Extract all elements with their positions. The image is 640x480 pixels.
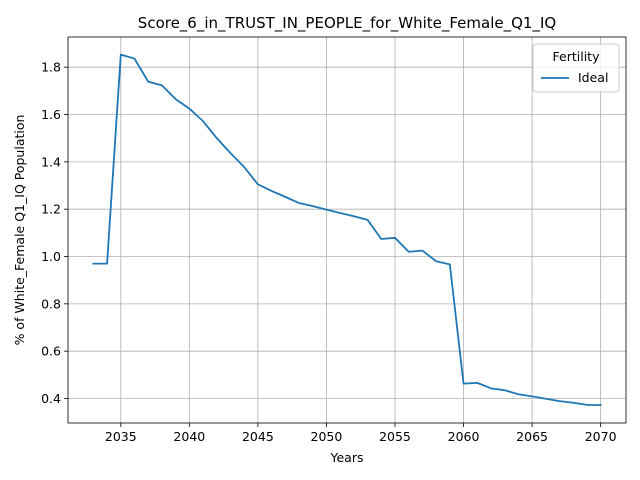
legend: Fertility Ideal [532,43,620,93]
y-tick-label: 0.6 [41,344,61,359]
plot-area-frame [67,36,627,424]
ticks: 2035 2040 2045 2050 2055 2060 2065 2070 0.4 0.6 0.… [41,60,616,444]
x-tick-label: 2050 [311,429,343,444]
y-axis-label: % of White_Female Q1_IQ Population [12,115,27,346]
y-tick-label: 1.2 [41,202,61,217]
x-tick-label: 2035 [105,429,137,444]
x-tick-label: 2070 [585,429,617,444]
series-line-ideal [92,53,602,407]
x-tick-label: 2060 [448,429,480,444]
x-tick-label: 2040 [173,429,205,444]
chart-title: Score_6_in_TRUST_IN_PEOPLE_for_White_Fem… [138,14,556,33]
x-axis-label: Years [330,450,364,465]
x-tick-label: 2065 [516,429,548,444]
y-tick-label: 1.6 [41,107,61,122]
y-tick-label: 1.8 [41,60,61,75]
series-lines [92,53,602,407]
legend-label-ideal: Ideal [578,70,608,85]
y-tick-label: 0.4 [41,391,61,406]
y-tick-label: 0.8 [41,296,61,311]
y-tick-label: 1.0 [41,249,61,264]
x-tick-label: 2055 [379,429,411,444]
legend-box [532,43,620,93]
legend-title: Fertility [553,49,601,64]
y-tick-label: 1.4 [41,154,61,169]
grid [68,37,626,423]
x-tick-label: 2045 [242,429,274,444]
